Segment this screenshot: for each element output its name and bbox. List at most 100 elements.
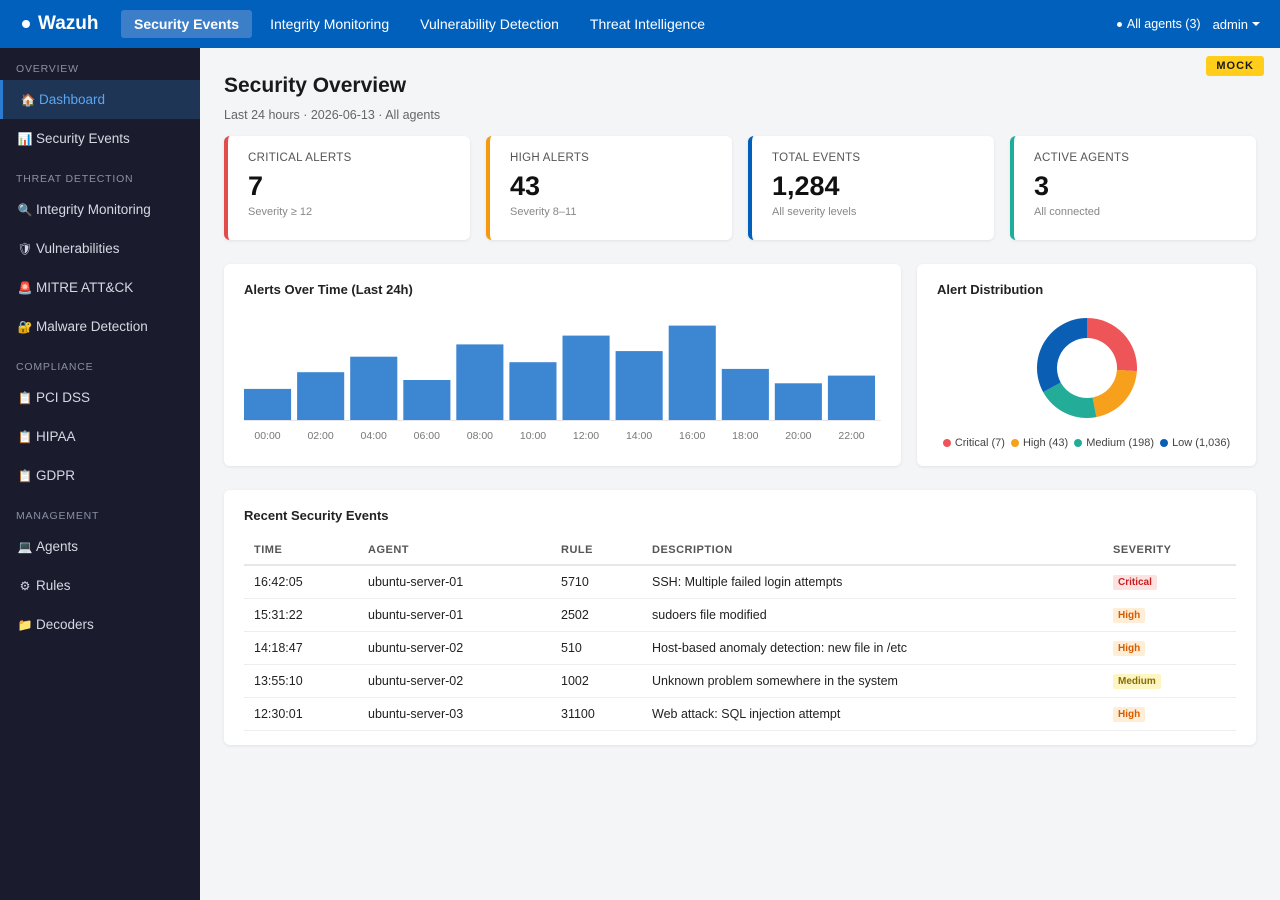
bar-0800[interactable] [456,344,504,420]
bar-1400[interactable] [615,351,663,420]
bar-1600[interactable] [668,325,716,420]
table-row[interactable]: 14:18:47 ubuntu-server-02 510 Host-based an… [244,631,1236,665]
x-tick-label: 06:00 [414,430,440,442]
alerts-over-time-title: Alerts Over Time (Last 24h) [244,282,413,297]
brand-dot-icon [22,20,30,28]
siren-icon: 🚨 [17,280,33,295]
x-tick-label: 04:00 [361,430,387,442]
x-tick-label: 02:00 [307,430,333,442]
cell-time: 13:55:10 [244,664,358,698]
column-header-severity[interactable]: SEVERITY [1103,535,1236,566]
bar-2200[interactable] [827,375,875,420]
severity-badge: Medium [1113,673,1161,689]
sidebar-item-security-events[interactable]: 📊 Security Events [0,119,200,158]
cell-rule: 1002 [551,664,642,698]
brand-name: Wazuh [38,13,99,34]
x-tick-label: 12:00 [573,430,599,442]
legend-item[interactable]: Low (1,036) [1160,437,1230,449]
table-row[interactable]: 12:30:01 ubuntu-server-03 31100 Web attack:… [244,697,1236,731]
cell-agent: ubuntu-server-02 [358,664,551,698]
kpi-subtext: All connected [1034,206,1101,218]
user-name: admin [1212,16,1248,32]
chevron-down-icon [1252,22,1260,26]
severity-badge: High [1113,706,1146,722]
column-header-description[interactable]: DESCRIPTION [642,535,1103,566]
sidebar-item-gdpr[interactable]: 📋 GDPR [0,456,200,495]
table-row[interactable]: 15:31:22 ubuntu-server-01 2502 sudoers file… [244,598,1236,632]
bar-0400[interactable] [350,356,398,420]
kpi-card-critical-alerts: CRITICAL ALERTS 7 Severity ≥ 12 [224,136,470,240]
sidebar-item-integrity-monitoring[interactable]: 🔍 Integrity Monitoring [0,190,200,229]
cell-agent: ubuntu-server-02 [358,631,551,665]
sidebar-section-title: MANAGEMENT [16,510,100,522]
bar-1000[interactable] [509,362,557,420]
alert-donut-chart [1037,318,1137,418]
cell-agent: ubuntu-server-01 [358,598,551,632]
sidebar: OVERVIEW 🏠 Dashboard 📊 Security Events THREAT… [0,48,200,900]
sidebar-item-label: GDPR [36,468,76,483]
page-title: Security Overview [224,74,407,97]
legend-dot-icon [1074,439,1083,447]
events-table: TIME AGENT RULE DESCRIPTION SEVERITY 16:42:0… [244,535,1236,731]
sidebar-item-mitre-att-ck[interactable]: 🚨 MITRE ATT&CK [0,268,200,307]
column-header-rule[interactable]: RULE [551,535,642,566]
cell-rule: 2502 [551,598,642,632]
alert-distribution-title: Alert Distribution [937,282,1044,297]
sidebar-section-title: OVERVIEW [16,63,79,75]
x-tick-label: 20:00 [785,430,811,442]
recent-events-card: Recent Security Events TIME AGENT RULE DESC… [224,490,1256,745]
legend-item[interactable]: High (43) [1010,437,1068,449]
donut-slice-critical[interactable] [1087,318,1137,372]
tab-integrity-monitoring[interactable]: Integrity Monitoring [270,16,390,32]
cell-severity: Critical [1103,565,1236,599]
sidebar-item-decoders[interactable]: 📁 Decoders [0,605,200,644]
kpi-value: 7 [248,171,264,201]
bar-0600[interactable] [403,380,451,420]
legend-label: Critical (7) [954,437,1005,449]
bar-1200[interactable] [562,335,610,420]
donut-slice-high[interactable] [1092,369,1137,418]
table-row[interactable]: 16:42:05 ubuntu-server-01 5710 SSH: Multipl… [244,565,1236,599]
donut-slice-medium[interactable] [1043,382,1097,418]
kpi-card-high-alerts: HIGH ALERTS 43 Severity 8–11 [486,136,732,240]
brand-logo[interactable]: Wazuh [22,13,121,35]
bar-2000[interactable] [774,383,822,420]
sidebar-item-label: Malware Detection [36,319,148,334]
sidebar-item-label: HIPAA [36,429,76,444]
sidebar-item-label: Security Events [36,131,130,146]
clipboard-icon: 📋 [17,429,33,444]
sidebar-item-malware-detection[interactable]: 🔐 Malware Detection [0,307,200,346]
donut-slice-low[interactable] [1037,318,1087,393]
cell-description: Host-based anomaly detection: new file i… [642,631,1103,665]
sidebar-item-label: Integrity Monitoring [36,202,151,217]
kpi-label: TOTAL EVENTS [772,152,861,164]
bar-0000[interactable] [244,388,292,420]
sidebar-item-dashboard[interactable]: 🏠 Dashboard [0,80,200,119]
tab-vulnerability-detection[interactable]: Vulnerability Detection [420,16,559,32]
legend-item[interactable]: Critical (7) [942,437,1005,449]
alerts-over-time-card: Alerts Over Time (Last 24h) 00:00 02:00 04… [224,264,901,466]
severity-badge: High [1113,640,1146,656]
sidebar-item-agents[interactable]: 💻 Agents [0,527,200,566]
cell-time: 14:18:47 [244,631,358,665]
sidebar-item-pci-dss[interactable]: 📋 PCI DSS [0,378,200,417]
legend-label: Low (1,036) [1172,437,1231,449]
sidebar-item-rules[interactable]: ⚙ Rules [0,566,200,605]
sidebar-item-vulnerabilities[interactable]: 🛡 Vulnerabilities [0,229,200,268]
tab-security-events[interactable]: Security Events [121,10,253,38]
clipboard-icon: 📋 [17,390,33,405]
column-header-agent[interactable]: AGENT [358,535,551,566]
agents-selector[interactable]: All agents (3) [1116,17,1201,31]
topbar-right: All agents (3) admin [1116,17,1260,32]
user-menu[interactable]: admin [1213,17,1260,32]
bar-1800[interactable] [721,368,769,420]
gear-icon: ⚙ [19,578,31,593]
column-header-time[interactable]: TIME [244,535,358,566]
table-row[interactable]: 13:55:10 ubuntu-server-02 1002 Unknown prob… [244,664,1236,698]
tab-threat-intelligence[interactable]: Threat Intelligence [589,16,706,32]
bar-0200[interactable] [297,372,345,420]
sidebar-item-label: MITRE ATT&CK [36,280,134,295]
legend-item[interactable]: Medium (198) [1074,437,1154,449]
sidebar-item-hipaa[interactable]: 📋 HIPAA [0,417,200,456]
top-navbar: Wazuh Security Events Integrity Monitorin… [0,0,1280,48]
